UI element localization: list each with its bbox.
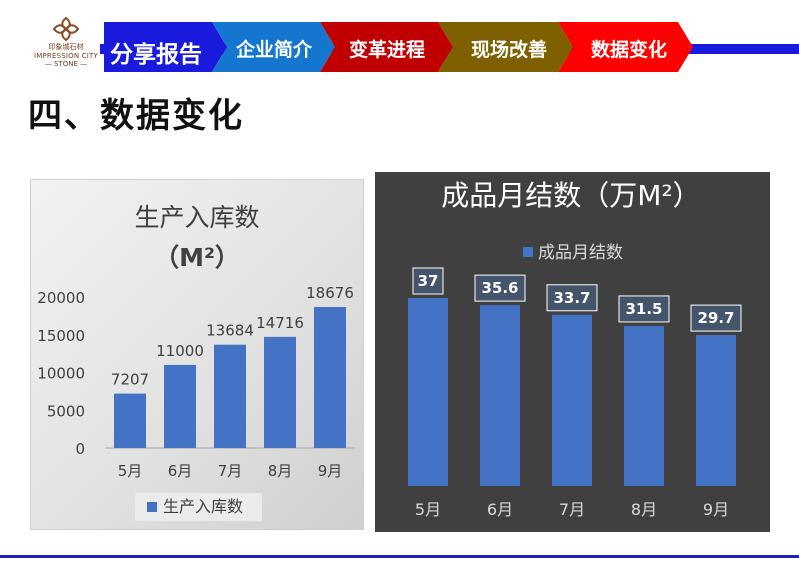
footer-rule xyxy=(0,555,799,558)
data-label: 18676 xyxy=(306,284,354,302)
bar xyxy=(696,335,736,486)
data-label-box xyxy=(618,295,670,323)
production-chart: 生产入库数 （M²） 0 5000 10000 15000 20000 7207 1100… xyxy=(37,203,355,521)
data-label: 31.5 xyxy=(625,300,662,318)
bar xyxy=(408,298,448,486)
x-tick-label: 6月 xyxy=(168,462,193,480)
bar xyxy=(624,325,664,486)
x-tick-label: 7月 xyxy=(218,462,243,480)
company-logo: 印象城石材 IMPRESSION CITY — STONE — xyxy=(26,16,106,74)
data-label: 35.6 xyxy=(481,279,518,297)
nav-arrow-4 xyxy=(438,22,573,72)
legend-swatch xyxy=(523,247,533,257)
logo-tagline: — STONE — xyxy=(44,60,88,68)
nav-item-data-change[interactable]: 数据变化 xyxy=(591,39,668,61)
x-tick-label: 5月 xyxy=(118,462,143,480)
finished-goods-chart-panel: 成品月结数（万M²） 成品月结数 37 35.6 33.7 31.5 29.7 5月 6月… xyxy=(375,172,770,532)
nav-arrow-5 xyxy=(558,22,693,72)
data-label: 29.7 xyxy=(697,309,734,327)
nav-item-company-intro[interactable]: 企业简介 xyxy=(236,39,313,61)
nav-item-reform-process[interactable]: 变革进程 xyxy=(349,39,426,61)
data-label: 14716 xyxy=(256,314,304,332)
logo-emblem-icon xyxy=(52,16,80,42)
bar xyxy=(214,344,246,448)
bar xyxy=(164,364,196,448)
nav-arrow-3 xyxy=(320,22,453,72)
page-title: 四、数据变化 xyxy=(28,96,244,136)
nav-arrow-1 xyxy=(104,22,227,72)
data-label: 13684 xyxy=(206,322,254,340)
y-tick-label: 20000 xyxy=(37,289,85,307)
chart-subtitle: （M²） xyxy=(154,243,240,272)
finished-goods-chart: 成品月结数（万M²） 成品月结数 37 35.6 33.7 31.5 29.7 5月 6月… xyxy=(408,179,742,519)
data-label-box xyxy=(546,284,598,312)
x-tick-label: 8月 xyxy=(631,500,657,519)
chart-title: 成品月结数（万M²） xyxy=(441,179,700,212)
x-tick-label: 9月 xyxy=(318,462,343,480)
x-tick-label: 5月 xyxy=(415,500,441,519)
nav-arrow-2 xyxy=(212,22,335,72)
legend-label: 生产入库数 xyxy=(163,497,243,516)
nav-ribbon-shapes xyxy=(100,22,799,72)
x-tick-label: 7月 xyxy=(559,500,585,519)
y-tick-label: 15000 xyxy=(37,327,85,345)
legend: 成品月结数 xyxy=(523,243,623,263)
y-tick-label: 10000 xyxy=(37,365,85,383)
logo-english-name: IMPRESSION CITY xyxy=(33,52,99,60)
legend: 生产入库数 xyxy=(135,493,262,521)
bar xyxy=(552,314,592,486)
x-tick-label: 8月 xyxy=(268,462,293,480)
bar xyxy=(114,393,146,448)
logo-chinese-name: 印象城石材 xyxy=(48,43,84,51)
production-chart-panel: 生产入库数 （M²） 0 5000 10000 15000 20000 7207 1100… xyxy=(30,179,364,530)
data-label: 33.7 xyxy=(553,289,590,307)
y-tick-label: 5000 xyxy=(47,402,85,420)
bar xyxy=(264,336,296,448)
data-label-box xyxy=(474,274,526,302)
chart-title: 生产入库数 xyxy=(134,203,259,232)
bar xyxy=(314,306,346,448)
data-label: 37 xyxy=(418,272,439,290)
data-label: 11000 xyxy=(156,342,204,360)
bar xyxy=(480,305,520,486)
legend-swatch xyxy=(147,502,157,512)
x-tick-label: 9月 xyxy=(703,500,729,519)
data-label-box xyxy=(412,267,444,295)
data-label-box xyxy=(690,304,742,332)
x-tick-label: 6月 xyxy=(487,500,513,519)
legend-label: 成品月结数 xyxy=(538,243,623,263)
nav-item-site-improvement[interactable]: 现场改善 xyxy=(471,39,548,61)
section-nav: 分享报告 企业简介 变革进程 现场改善 数据变化 xyxy=(0,0,799,80)
data-label: 7207 xyxy=(111,371,149,389)
nav-item-share-report[interactable]: 分享报告 xyxy=(110,42,202,68)
y-tick-label: 0 xyxy=(75,440,85,458)
